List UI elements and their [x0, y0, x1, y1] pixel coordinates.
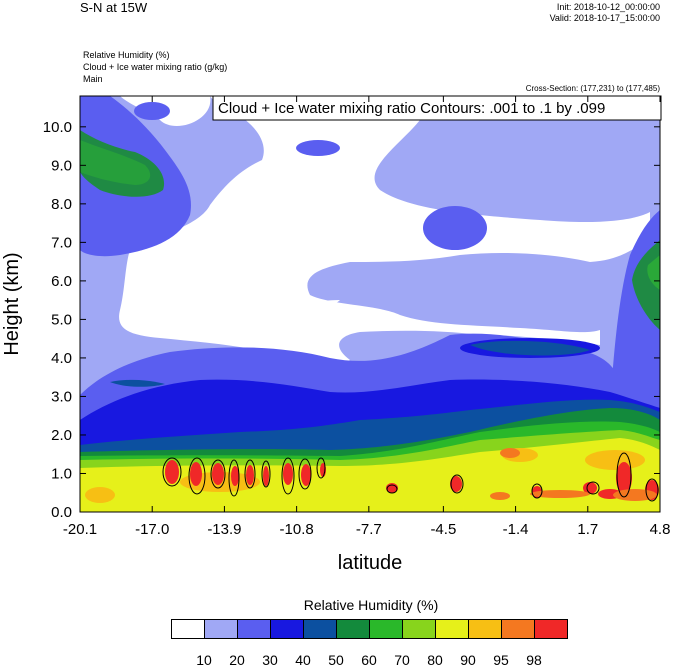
colorbar-level-label: 95 — [493, 652, 509, 668]
colorbar-level-label: 10 — [196, 652, 212, 668]
colorbar-level-label: 60 — [361, 652, 377, 668]
colorbar-swatch — [534, 619, 568, 639]
colorbar-swatch — [204, 619, 238, 639]
x-tick-label: -17.0 — [135, 521, 169, 538]
colorbar-swatch — [369, 619, 403, 639]
field-line-cloud: Cloud + Ice water mixing ratio (g/kg) — [83, 62, 228, 72]
y-tick-label: 4.0 — [51, 350, 72, 367]
y-tick-label: 10.0 — [43, 119, 72, 136]
colorbar-level-label: 80 — [427, 652, 443, 668]
x-tick-label: 4.8 — [650, 521, 671, 538]
rh-shading — [80, 96, 660, 512]
field-line-main: Main — [83, 74, 103, 84]
valid-time: Valid: 2018-10-17_15:00:00 — [549, 13, 660, 23]
x-tick-label: -7.7 — [356, 521, 382, 538]
x-tick-label: -13.9 — [207, 521, 241, 538]
contour-annotation: Cloud + Ice water mixing ratio Contours:… — [218, 100, 605, 117]
y-axis-label: Height (km) — [1, 252, 23, 355]
colorbar-level-label: 70 — [394, 652, 410, 668]
colorbar-swatch — [336, 619, 370, 639]
colorbar-level-label: 90 — [460, 652, 476, 668]
y-tick-label: 3.0 — [51, 388, 72, 405]
x-tick-label: -1.4 — [503, 521, 529, 538]
field-line-rh: Relative Humidity (%) — [83, 50, 170, 60]
colorbar-swatch — [402, 619, 436, 639]
colorbar-swatch — [435, 619, 469, 639]
cross-section-label: Cross-Section: (177,231) to (177,485) — [525, 84, 660, 93]
axes: -20.1 -17.0 -13.9 -10.8 -7.7 -4.5 -1.4 1.7 4.8 0.… — [43, 96, 671, 538]
colorbar-swatch — [303, 619, 337, 639]
x-axis-label: latitude — [338, 552, 403, 574]
x-tick-label: -4.5 — [430, 521, 456, 538]
colorbar-swatch — [270, 619, 304, 639]
colorbar-swatch — [237, 619, 271, 639]
colorbar-title: Relative Humidity (%) — [303, 597, 439, 613]
x-tick-label: -20.1 — [63, 521, 97, 538]
colorbar-swatch — [171, 619, 205, 639]
colorbar-level-label: 50 — [328, 652, 344, 668]
y-tick-label: 2.0 — [51, 427, 72, 444]
colorbar-level-label: 30 — [262, 652, 278, 668]
y-tick-label: 5.0 — [51, 311, 72, 328]
init-time: Init: 2018-10-12_00:00:00 — [556, 2, 660, 12]
y-tick-label: 0.0 — [51, 504, 72, 521]
plot-title: S-N at 15W — [80, 0, 148, 15]
y-tick-label: 7.0 — [51, 234, 72, 251]
colorbar-swatch — [468, 619, 502, 639]
colorbar-level-label: 40 — [295, 652, 311, 668]
y-tick-label: 6.0 — [51, 273, 72, 290]
colorbar-level-label: 20 — [229, 652, 245, 668]
y-tick-label: 8.0 — [51, 196, 72, 213]
y-tick-label: 1.0 — [51, 465, 72, 482]
x-tick-label: -10.8 — [280, 521, 314, 538]
y-tick-label: 9.0 — [51, 157, 72, 174]
x-tick-label: 1.7 — [577, 521, 598, 538]
colorbar-swatch — [501, 619, 535, 639]
colorbar-level-label: 98 — [526, 652, 542, 668]
